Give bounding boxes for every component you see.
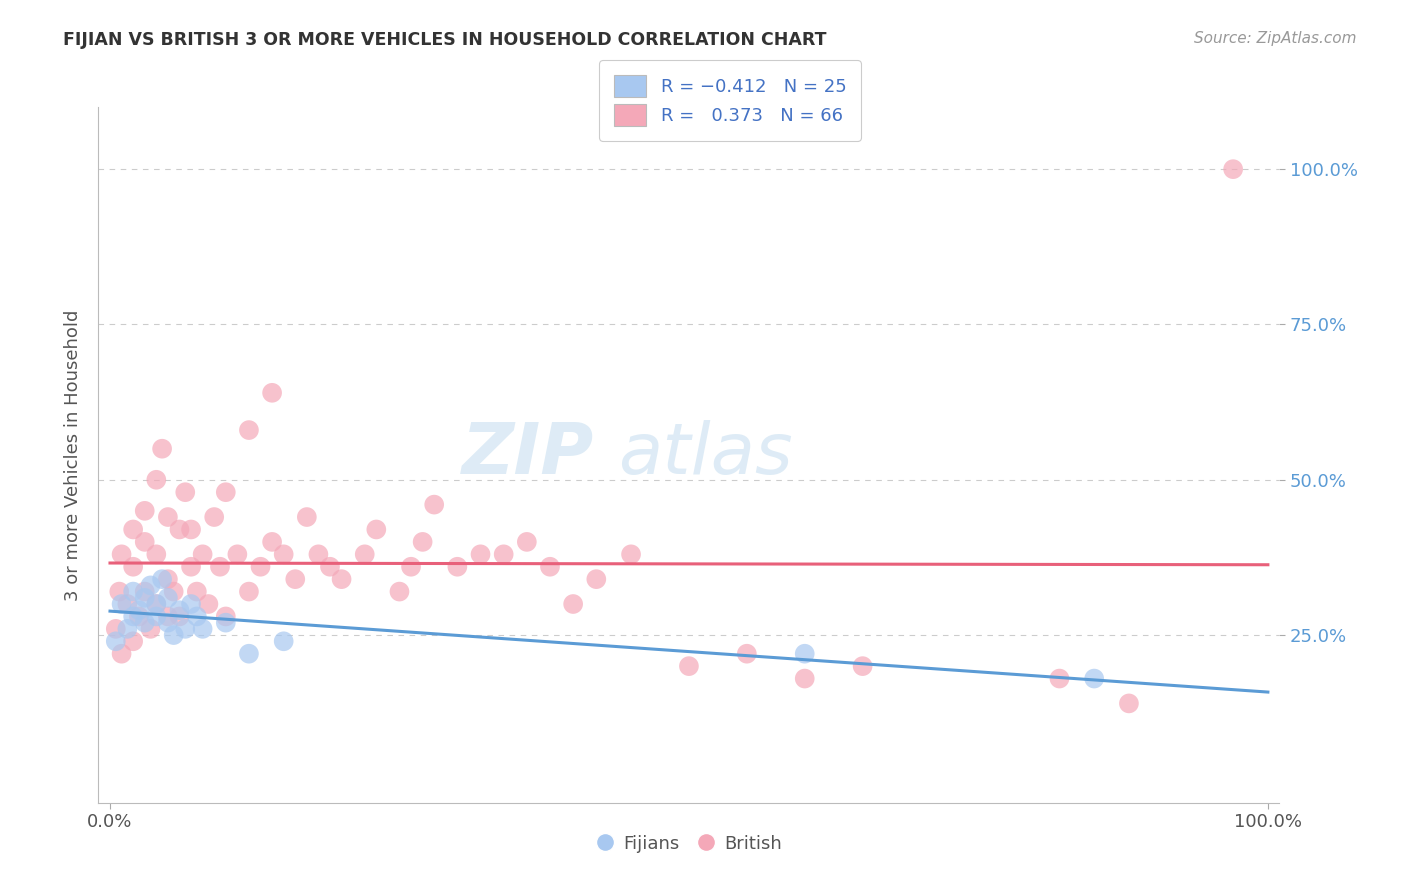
- Point: [307, 547, 329, 561]
- Point: [585, 572, 607, 586]
- Point: [562, 597, 585, 611]
- Point: [319, 559, 342, 574]
- Point: [122, 609, 145, 624]
- Point: [399, 559, 422, 574]
- Point: [262, 385, 284, 400]
- Legend: Fijians, British: Fijians, British: [589, 827, 789, 860]
- Point: [215, 615, 238, 630]
- Point: [169, 609, 191, 624]
- Point: [180, 559, 202, 574]
- Point: [156, 510, 179, 524]
- Y-axis label: 3 or more Vehicles in Household: 3 or more Vehicles in Household: [63, 310, 82, 600]
- Point: [150, 442, 173, 456]
- Point: [238, 584, 260, 599]
- Point: [174, 622, 197, 636]
- Point: [793, 672, 815, 686]
- Point: [145, 597, 167, 611]
- Point: [330, 572, 353, 586]
- Point: [735, 647, 758, 661]
- Point: [388, 584, 411, 599]
- Point: [110, 597, 132, 611]
- Point: [295, 510, 318, 524]
- Point: [284, 572, 307, 586]
- Point: [191, 547, 214, 561]
- Point: [470, 547, 492, 561]
- Point: [122, 523, 145, 537]
- Point: [1049, 672, 1071, 686]
- Point: [1222, 162, 1244, 177]
- Point: [139, 578, 162, 592]
- Point: [128, 603, 150, 617]
- Point: [412, 534, 434, 549]
- Point: [128, 609, 150, 624]
- Point: [174, 485, 197, 500]
- Point: [249, 559, 271, 574]
- Point: [108, 584, 131, 599]
- Point: [226, 547, 249, 561]
- Point: [139, 622, 162, 636]
- Point: [117, 597, 139, 611]
- Point: [1083, 672, 1105, 686]
- Point: [134, 504, 156, 518]
- Point: [620, 547, 643, 561]
- Point: [215, 609, 238, 624]
- Point: [145, 473, 167, 487]
- Text: ZIP: ZIP: [463, 420, 595, 490]
- Point: [273, 634, 295, 648]
- Point: [104, 622, 127, 636]
- Point: [122, 584, 145, 599]
- Point: [516, 534, 538, 549]
- Point: [134, 615, 156, 630]
- Point: [145, 597, 167, 611]
- Point: [852, 659, 875, 673]
- Point: [145, 609, 167, 624]
- Text: atlas: atlas: [619, 420, 793, 490]
- Point: [104, 634, 127, 648]
- Text: FIJIAN VS BRITISH 3 OR MORE VEHICLES IN HOUSEHOLD CORRELATION CHART: FIJIAN VS BRITISH 3 OR MORE VEHICLES IN …: [63, 31, 827, 49]
- Point: [446, 559, 468, 574]
- Point: [538, 559, 561, 574]
- Point: [180, 597, 202, 611]
- Point: [122, 634, 145, 648]
- Point: [273, 547, 295, 561]
- Point: [262, 534, 284, 549]
- Point: [156, 609, 179, 624]
- Point: [793, 647, 815, 661]
- Point: [134, 584, 156, 599]
- Point: [110, 547, 132, 561]
- Point: [238, 423, 260, 437]
- Point: [202, 510, 225, 524]
- Point: [169, 603, 191, 617]
- Point: [134, 591, 156, 605]
- Text: Source: ZipAtlas.com: Source: ZipAtlas.com: [1194, 31, 1357, 46]
- Point: [423, 498, 446, 512]
- Point: [208, 559, 231, 574]
- Point: [215, 485, 238, 500]
- Point: [156, 615, 179, 630]
- Point: [180, 523, 202, 537]
- Point: [156, 572, 179, 586]
- Point: [238, 647, 260, 661]
- Point: [492, 547, 515, 561]
- Point: [122, 559, 145, 574]
- Point: [197, 597, 219, 611]
- Point: [145, 547, 167, 561]
- Point: [110, 647, 132, 661]
- Point: [186, 609, 208, 624]
- Point: [117, 622, 139, 636]
- Point: [163, 628, 186, 642]
- Point: [169, 523, 191, 537]
- Point: [163, 584, 186, 599]
- Point: [1118, 697, 1140, 711]
- Point: [156, 591, 179, 605]
- Point: [191, 622, 214, 636]
- Point: [134, 534, 156, 549]
- Point: [678, 659, 700, 673]
- Point: [150, 572, 173, 586]
- Point: [366, 523, 388, 537]
- Point: [353, 547, 375, 561]
- Point: [186, 584, 208, 599]
